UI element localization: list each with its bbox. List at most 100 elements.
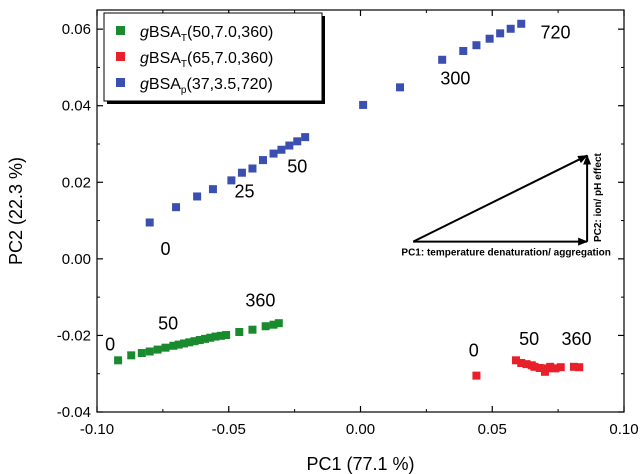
data-point xyxy=(193,192,202,201)
legend-label: gBSAT(50,7.0,360) xyxy=(140,24,273,44)
point-annotation: 25 xyxy=(235,182,255,202)
data-point xyxy=(546,362,555,371)
data-point xyxy=(222,331,231,340)
data-point xyxy=(248,325,257,334)
data-point xyxy=(161,343,170,352)
data-point xyxy=(145,347,154,356)
legend-post: (37,3.5,720) xyxy=(186,76,272,93)
legend: gBSAT(50,7.0,360)gBSAT(65,7.0,360)gBSAp(… xyxy=(103,12,325,104)
data-point xyxy=(517,19,526,28)
point-annotation: 50 xyxy=(287,157,307,177)
data-point xyxy=(472,41,481,50)
data-point xyxy=(145,218,154,227)
axis-ticks: -0.10 -0.05 0.00 0.05 0.10 -0.04 -0.02 0.00 0.02… xyxy=(57,10,639,438)
data-point xyxy=(114,356,123,365)
data-point xyxy=(269,320,278,329)
legend-pre: g xyxy=(140,50,149,67)
point-annotation: 360 xyxy=(245,291,275,311)
legend-marker xyxy=(116,78,125,87)
data-point xyxy=(237,168,246,177)
data-point xyxy=(137,349,146,358)
data-point xyxy=(195,336,204,345)
x-tick-label: 0.10 xyxy=(609,421,638,438)
pc1-effect-label: PC1: temperature denaturation/ aggregati… xyxy=(401,248,610,259)
legend-label: gBSAp(37,3.5,720) xyxy=(140,76,273,96)
data-point xyxy=(517,358,526,367)
data-point xyxy=(208,185,217,194)
y-tick-label: -0.04 xyxy=(57,404,91,421)
data-point xyxy=(235,327,244,336)
point-annotation: 50 xyxy=(158,314,178,334)
legend-post: (65,7.0,360) xyxy=(187,50,273,67)
point-annotation: 720 xyxy=(540,23,570,43)
data-point xyxy=(293,137,302,146)
point-annotations: 0 50 360 0 50 360 0 25 50 300 720 xyxy=(105,23,591,361)
data-point xyxy=(459,46,468,55)
data-point xyxy=(511,356,520,365)
data-point xyxy=(522,360,531,369)
legend-sub: T xyxy=(181,59,187,70)
data-point xyxy=(535,363,544,372)
data-point xyxy=(277,145,286,154)
data-point xyxy=(496,29,505,38)
y-tick-label: 0.00 xyxy=(62,251,91,268)
data-point xyxy=(211,332,220,341)
point-annotation: 0 xyxy=(161,239,171,259)
legend-pre: g xyxy=(140,24,149,41)
y-tick-label: 0.06 xyxy=(62,21,91,38)
point-annotation: 0 xyxy=(105,335,115,355)
y-axis-title: PC2 (22.3 %) xyxy=(6,157,26,265)
data-point xyxy=(530,362,539,371)
combined-effect-arrow xyxy=(412,154,589,243)
data-point xyxy=(301,133,310,142)
point-annotation: 0 xyxy=(469,340,479,360)
data-point xyxy=(169,341,178,350)
data-points xyxy=(114,19,584,380)
x-tick-label: 0.05 xyxy=(478,421,507,438)
data-point xyxy=(261,322,270,331)
x-tick-label: 0.00 xyxy=(346,421,375,438)
y-tick-label: 0.04 xyxy=(62,98,91,115)
data-point xyxy=(485,34,494,43)
legend-main: BSA xyxy=(149,76,181,93)
data-point xyxy=(174,340,183,349)
data-point xyxy=(575,363,584,372)
data-point xyxy=(396,83,405,92)
x-tick-label: -0.10 xyxy=(80,421,114,438)
x-tick-label: -0.05 xyxy=(212,421,246,438)
legend-label: gBSAT(65,7.0,360) xyxy=(140,50,273,70)
legend-box xyxy=(103,12,323,102)
legend-main: BSA xyxy=(149,24,181,41)
data-point xyxy=(269,149,278,158)
data-point xyxy=(227,176,236,185)
data-point xyxy=(190,337,199,346)
legend-pre: g xyxy=(140,76,149,93)
data-point xyxy=(359,100,368,109)
data-point xyxy=(551,364,560,373)
point-annotation: 360 xyxy=(562,329,592,349)
data-point xyxy=(216,331,225,340)
x-axis-title: PC1 (77.1 %) xyxy=(306,454,414,474)
legend-marker xyxy=(116,52,125,61)
data-point xyxy=(206,333,215,342)
data-point xyxy=(259,156,268,165)
legend-marker xyxy=(116,26,125,35)
data-point xyxy=(185,338,194,347)
point-annotation: 50 xyxy=(519,329,539,349)
data-point xyxy=(201,334,210,343)
data-point xyxy=(172,203,181,212)
data-point xyxy=(127,351,136,360)
data-point xyxy=(179,339,188,348)
data-point xyxy=(506,24,515,33)
legend-post: (50,7.0,360) xyxy=(187,24,273,41)
data-point xyxy=(569,362,578,371)
point-annotation: 300 xyxy=(440,69,470,89)
effect-arrows: PC1: temperature denaturation/ aggregati… xyxy=(401,152,610,258)
y-tick-label: -0.02 xyxy=(57,327,91,344)
y-tick-label: 0.02 xyxy=(62,174,91,191)
data-point xyxy=(153,345,162,354)
data-point xyxy=(248,164,257,173)
data-point xyxy=(472,371,481,380)
data-point xyxy=(285,141,294,150)
